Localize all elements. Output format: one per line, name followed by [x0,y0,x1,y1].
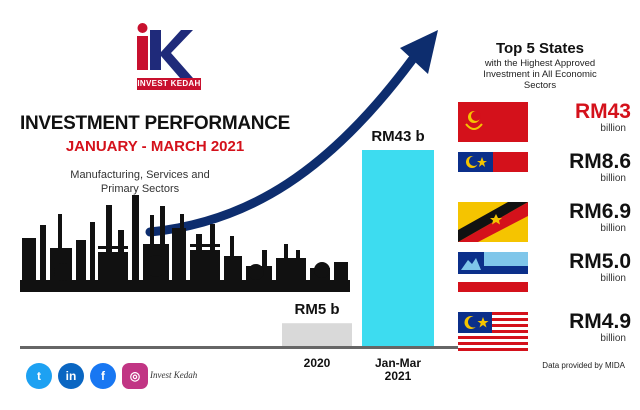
x-tick-label-2: Jan-Mar 2021 [374,356,421,383]
state-amount-4: RM5.0 [569,250,631,273]
facebook-glyph: f [101,369,105,383]
states-subtitle-line-3: Sectors [523,80,557,91]
page-subtitle: JANUARY - MARCH 2021 [65,138,245,155]
bar-2 [362,150,434,346]
logo-text: INVEST KEDAH [137,78,201,90]
state-amount-3: RM6.9 [569,200,631,223]
x-tick-label-1: 2020 [303,356,331,370]
growth-arrow-head [400,30,438,74]
data-source: Data provided by MIDA [542,361,625,370]
sectors-line-2: Primary Sectors [100,183,180,195]
states-subtitle-line-2: Investment in All Economic [483,69,597,80]
melaka-flag [458,152,528,192]
bar-1 [282,323,352,346]
state-unit-4: billion [600,273,626,284]
malaysia-flag [458,312,528,352]
instagram-glyph: ◎ [129,369,141,383]
sectors-text: Manufacturing, Services and Primary Sect… [40,168,240,196]
bar-data-label-1: RM5 b [294,301,340,319]
linkedin-icon[interactable]: in [58,363,84,389]
state-amount-1: RM43 [574,100,631,123]
states-subtitle-line-1: with the Highest Approved [484,58,596,69]
state-unit-3: billion [600,223,626,234]
sarawak-flag [458,202,528,242]
linkedin-glyph: in [65,369,77,383]
bar-data-label-2: RM43 b [371,128,425,145]
twitter-icon[interactable]: t [26,363,52,389]
state-unit-5: billion [600,333,626,344]
state-row-2: RM8.6 billion [455,150,635,194]
twitter-glyph: t [37,369,41,383]
state-unit-2: billion [600,173,626,184]
instagram-icon[interactable]: ◎ [122,363,148,389]
kedah-flag [458,102,528,142]
state-row-5: RM4.9 billion [455,310,635,354]
facebook-icon[interactable]: f [90,363,116,389]
state-row-4: RM5.0 billion [455,250,635,294]
growth-arrow [145,55,417,237]
states-subtitle: with the Highest Approved Investment in … [455,58,625,91]
state-amount-5: RM4.9 [569,310,631,333]
state-unit-1: billion [600,123,626,134]
bars [282,150,434,346]
invest-kedah-logo [137,23,193,78]
sectors-line-1: Manufacturing, Services and [70,169,210,181]
state-row-3: RM6.9 billion [455,200,635,244]
states-title: Top 5 States [495,40,585,57]
factory-skyline [20,195,350,292]
sabah-flag [458,252,528,292]
page-title: INVESTMENT PERFORMANCE [20,113,290,134]
state-row-1: RM43 billion [455,100,635,144]
social-handle: Invest Kedah [150,370,198,380]
baseline [20,346,490,349]
state-amount-2: RM8.6 [569,150,631,173]
